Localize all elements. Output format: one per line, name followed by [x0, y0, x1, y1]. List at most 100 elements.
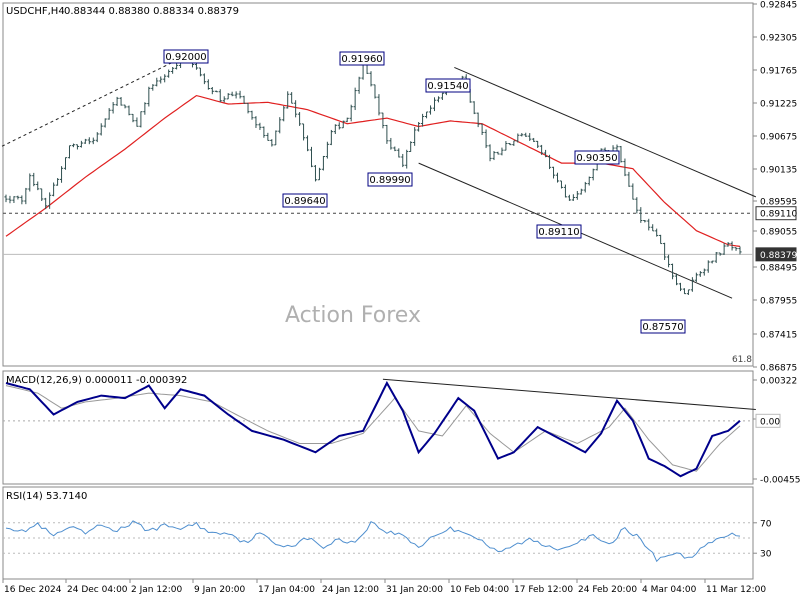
price-bar — [16, 195, 20, 200]
x-tick-label: 9 Jan 20:00 — [194, 585, 246, 595]
price-y-tick-label: 0.89055 — [760, 228, 797, 238]
annotation-label: 0.87570 — [642, 322, 683, 333]
price-bar — [500, 147, 504, 156]
macd-trendline — [382, 378, 756, 410]
macd-zero-box-bg — [755, 413, 781, 428]
price-bar — [290, 92, 294, 104]
price-bar — [722, 243, 726, 255]
price-y-tick-label: 0.92305 — [760, 34, 797, 44]
price-bar — [651, 224, 655, 232]
price-bar — [119, 97, 123, 106]
price-bar — [270, 139, 274, 147]
price-bar — [413, 127, 417, 146]
price-bar — [301, 123, 306, 141]
price-bar — [202, 73, 206, 85]
price-y-tick-label: 0.90675 — [760, 133, 797, 143]
price-bar — [647, 218, 651, 231]
price-bar — [480, 123, 484, 136]
annotation-label: 0.91540 — [427, 81, 468, 92]
price-bar — [555, 172, 560, 183]
moving-average-line — [5, 94, 741, 247]
price-bar — [373, 84, 377, 99]
price-bar — [159, 76, 163, 84]
price-annotation: 0.87570 — [640, 319, 686, 334]
ohlc-label: 0.88344 0.88380 0.88334 0.88379 — [64, 6, 239, 17]
price-bar — [512, 140, 516, 146]
price-bar — [48, 192, 52, 209]
price-bar — [690, 277, 694, 292]
price-bar — [686, 289, 691, 295]
price-bar — [583, 181, 587, 193]
price-bar — [151, 84, 155, 91]
macd-y-tick-label: -0.004559 — [760, 476, 800, 486]
price-bar — [587, 176, 591, 186]
price-bar — [488, 144, 492, 162]
price-bar — [734, 247, 738, 251]
price-bar — [345, 117, 349, 123]
price-bar — [349, 104, 353, 122]
price-y-tick-label: 0.87415 — [760, 331, 797, 341]
price-bar — [12, 196, 16, 204]
price-bar — [123, 104, 127, 109]
price-bar — [409, 141, 413, 152]
macd-panel-frame — [2, 370, 754, 485]
price-bar — [321, 155, 326, 171]
price-y-tick-label: 0.90135 — [760, 166, 797, 176]
price-annotation: 0.89110 — [536, 224, 582, 239]
price-bar — [337, 122, 341, 130]
x-tick-label: 17 Jan 04:00 — [258, 585, 315, 595]
x-tick-label: 24 Jan 12:00 — [322, 585, 379, 595]
price-bar — [286, 91, 290, 109]
price-bar — [472, 101, 476, 115]
last-price-box-label: 0.88379 — [760, 251, 797, 261]
price-bar — [738, 246, 742, 255]
price-bar — [294, 100, 298, 118]
price-bar — [147, 86, 151, 107]
x-tick-label: 11 Mar 12:00 — [706, 585, 766, 595]
price-annotation: 0.89640 — [282, 193, 328, 208]
price-bar — [615, 144, 619, 152]
price-bar — [91, 137, 95, 145]
price-bar — [397, 148, 401, 158]
price-bar — [420, 113, 425, 127]
price-bar — [155, 77, 159, 87]
price-bar — [698, 271, 702, 277]
price-y-tick-label: 0.89595 — [760, 198, 797, 208]
annotation-label: 0.89640 — [284, 196, 325, 207]
price-bar — [627, 171, 631, 187]
price-bar — [706, 260, 710, 273]
price-bar — [107, 108, 111, 120]
price-bar — [417, 122, 421, 132]
price-bar — [385, 124, 389, 144]
last-price-box: 0.88379 — [755, 247, 797, 262]
price-bar — [428, 105, 433, 115]
price-bar — [171, 66, 175, 74]
price-bar — [242, 95, 246, 104]
price-bar — [670, 263, 675, 280]
price-bar — [234, 91, 238, 99]
price-bar — [440, 92, 445, 100]
price-bar — [659, 234, 663, 245]
x-tick-label: 16 Dec 2024 — [4, 585, 62, 595]
price-bar — [504, 141, 508, 151]
macd-title: MACD(12,26,9) 0.000011 -0.000392 — [6, 375, 187, 386]
price-bar — [492, 151, 496, 161]
price-bar — [218, 89, 222, 103]
price-bar — [484, 129, 488, 149]
price-bar — [250, 110, 254, 120]
price-bar — [238, 90, 242, 99]
price-annotation: 0.90350 — [574, 150, 620, 165]
price-bar — [333, 124, 337, 135]
price-bar — [83, 138, 87, 144]
annotation-box — [367, 172, 413, 187]
price-bar — [309, 146, 314, 168]
annotation-box — [640, 319, 686, 334]
price-bar — [36, 181, 40, 191]
rsi-title: RSI(14) 53.7140 — [6, 491, 87, 502]
price-bar — [635, 197, 639, 214]
price-bar — [357, 76, 361, 94]
price-bar — [226, 93, 230, 100]
price-bar — [24, 187, 28, 205]
price-bar — [167, 69, 171, 78]
